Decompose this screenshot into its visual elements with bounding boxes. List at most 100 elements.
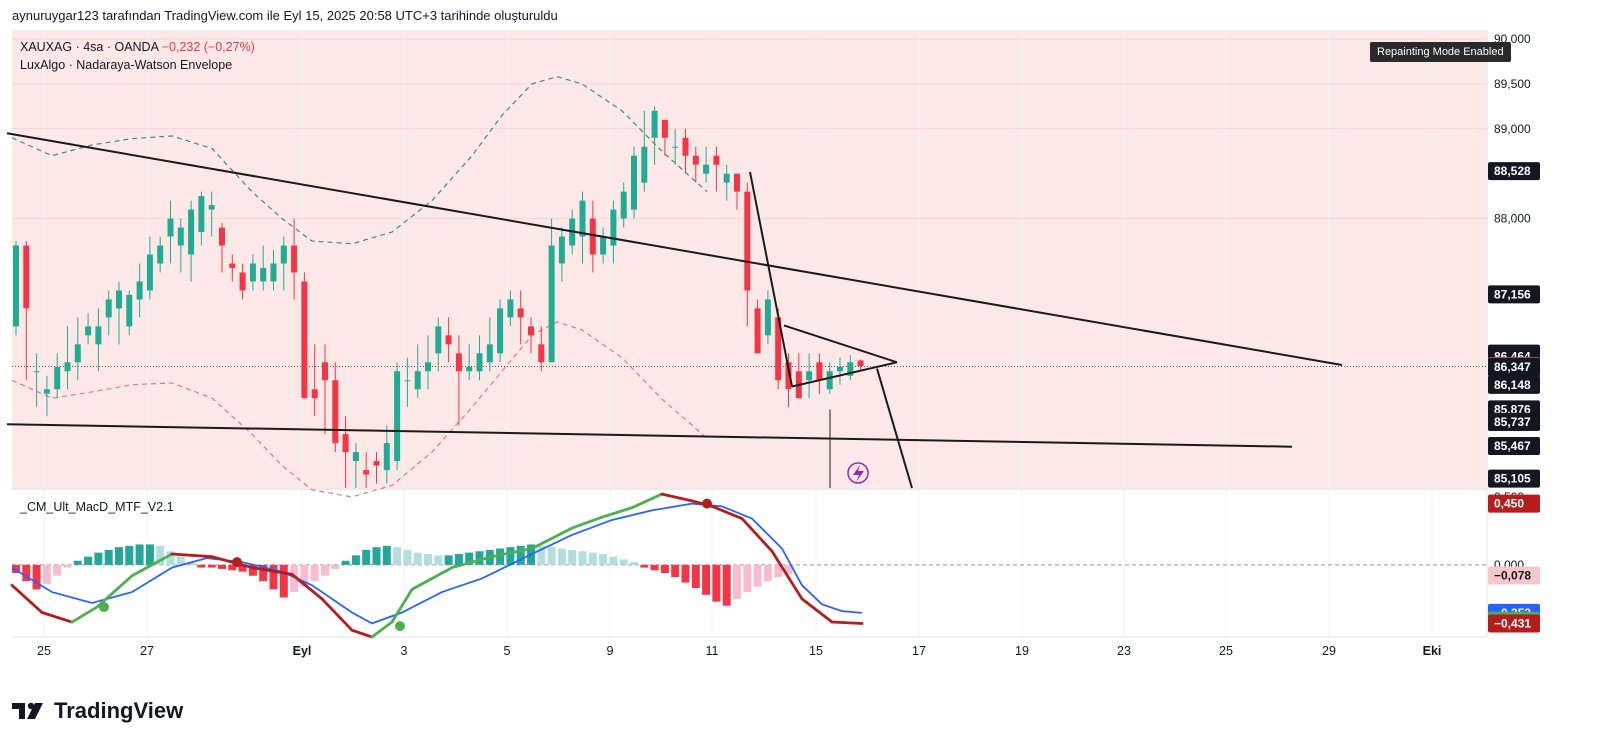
candle-body — [589, 218, 596, 255]
signal-line-segment — [570, 515, 604, 530]
macd-histogram-bar — [32, 564, 41, 590]
price-label-bg — [1488, 358, 1540, 377]
price-label: 85,737 — [1494, 415, 1531, 429]
x-axis-tick-label: 25 — [37, 644, 51, 658]
candle-body — [610, 209, 617, 246]
macd-histogram-bar — [84, 556, 93, 565]
x-axis-tick-label: 27 — [140, 644, 154, 658]
y-axis-tick-label: 89,500 — [1494, 77, 1531, 91]
macd-cross-marker — [232, 557, 242, 568]
macd-histogram-bar — [475, 551, 484, 565]
symbol-legend[interactable]: XAUXAG · 4sa · OANDA −0,232 (−0,27%) — [20, 40, 255, 54]
macd-value-label-bg — [1488, 566, 1540, 585]
candle-body — [126, 294, 133, 327]
candle-body — [764, 299, 771, 336]
macd-histogram-bar — [176, 556, 185, 565]
macd-histogram-bar — [321, 564, 329, 576]
macd-histogram-bar — [207, 564, 216, 568]
macd-histogram-bar — [650, 564, 659, 571]
candle-body — [744, 191, 751, 291]
candle-body — [383, 443, 390, 471]
macd-histogram-bar — [722, 564, 731, 606]
macd-histogram-bar — [300, 564, 309, 587]
candle-body — [404, 380, 411, 382]
candle-body — [466, 366, 473, 372]
macd-cross-marker — [395, 621, 405, 632]
candle-body — [54, 366, 61, 390]
signal-line-segment — [630, 492, 664, 510]
lightning-bolt — [853, 465, 864, 482]
macd-histogram-bar — [660, 564, 669, 574]
x-axis-tick-label: 29 — [1322, 644, 1336, 658]
candle-body — [352, 452, 359, 462]
macd-histogram-bar — [444, 555, 453, 565]
tradingview-logo[interactable]: TradingView — [12, 698, 183, 724]
lightning-icon — [847, 462, 869, 484]
brand-name: TradingView — [54, 698, 184, 723]
candle-body — [43, 389, 50, 394]
candle-body — [651, 110, 658, 138]
macd-value-label-bg — [1488, 494, 1540, 513]
candle-body — [13, 245, 19, 327]
macd-cross-marker — [99, 602, 109, 613]
candle-body — [260, 267, 267, 282]
macd-histogram-bar — [310, 564, 319, 582]
macd-histogram-bar — [53, 564, 62, 576]
candle-body — [208, 205, 215, 210]
macd-histogram-bar — [362, 549, 371, 565]
candle-body — [497, 308, 504, 354]
candle-body — [826, 371, 833, 390]
signal-line-segment — [95, 574, 134, 609]
price-label-bg — [1488, 162, 1540, 181]
candle-body — [116, 290, 122, 309]
candle-body — [620, 191, 627, 219]
macd-legend[interactable]: _CM_Ult_MacD_MTF_V2.1 — [20, 500, 174, 514]
candle-body — [74, 344, 81, 363]
macd-histogram-bar — [269, 564, 278, 590]
repainting-badge: Repainting Mode Enabled — [1370, 42, 1511, 62]
candle-body — [734, 173, 740, 192]
candle-body — [661, 119, 668, 138]
candle-body — [270, 263, 277, 282]
signal-line-segment — [490, 547, 534, 559]
indicator-legend[interactable]: LuxAlgo · Nadaraya-Watson Envelope — [20, 58, 233, 72]
macd-histogram-bar — [63, 564, 72, 568]
signal-line-segment — [660, 492, 694, 503]
x-axis-tick-label: 23 — [1117, 644, 1131, 658]
signal-line-segment — [40, 611, 74, 624]
signal-line-segment — [170, 552, 214, 559]
candle-body — [198, 196, 205, 233]
candle-body — [476, 353, 483, 372]
macd-histogram-bar — [331, 564, 340, 569]
price-label: 85,105 — [1494, 472, 1531, 486]
macd-value-label: −0,078 — [1494, 568, 1531, 582]
candle-body — [146, 254, 153, 291]
macd-histogram-bar — [568, 549, 577, 565]
signal-line-segment — [410, 566, 454, 591]
price-label: 88,528 — [1494, 164, 1531, 178]
x-axis-tick-label: 11 — [706, 644, 719, 658]
candle-body — [136, 281, 143, 300]
x-axis-tick-label: 17 — [912, 644, 926, 658]
triangle-bottom — [791, 361, 898, 388]
signal-line-segment — [740, 517, 774, 553]
symbol-label: XAUXAG · 4sa · OANDA — [20, 40, 159, 54]
macd-histogram-bar — [506, 547, 515, 565]
candle-body — [517, 308, 524, 318]
signal-line-segment — [600, 506, 634, 519]
candle-body — [249, 263, 256, 282]
candle-body — [373, 461, 380, 466]
envelope-lower-band — [11, 321, 708, 498]
candle-body — [528, 326, 534, 336]
macd-line — [11, 502, 863, 625]
signal-line-segment — [830, 620, 864, 625]
macd-histogram-bar — [125, 545, 134, 565]
macd-histogram-bar — [434, 555, 443, 565]
macd-histogram-bar — [424, 553, 432, 565]
price-chart[interactable]: 90,00089,50089,00088,00088,52887,15686,4… — [0, 0, 1600, 690]
macd-histogram-bar — [691, 564, 700, 588]
x-axis-tick-label: Eyl — [293, 644, 312, 658]
macd-histogram-bar — [372, 547, 381, 565]
price-label: 87,156 — [1494, 287, 1531, 301]
macd-histogram-bar — [22, 564, 31, 582]
